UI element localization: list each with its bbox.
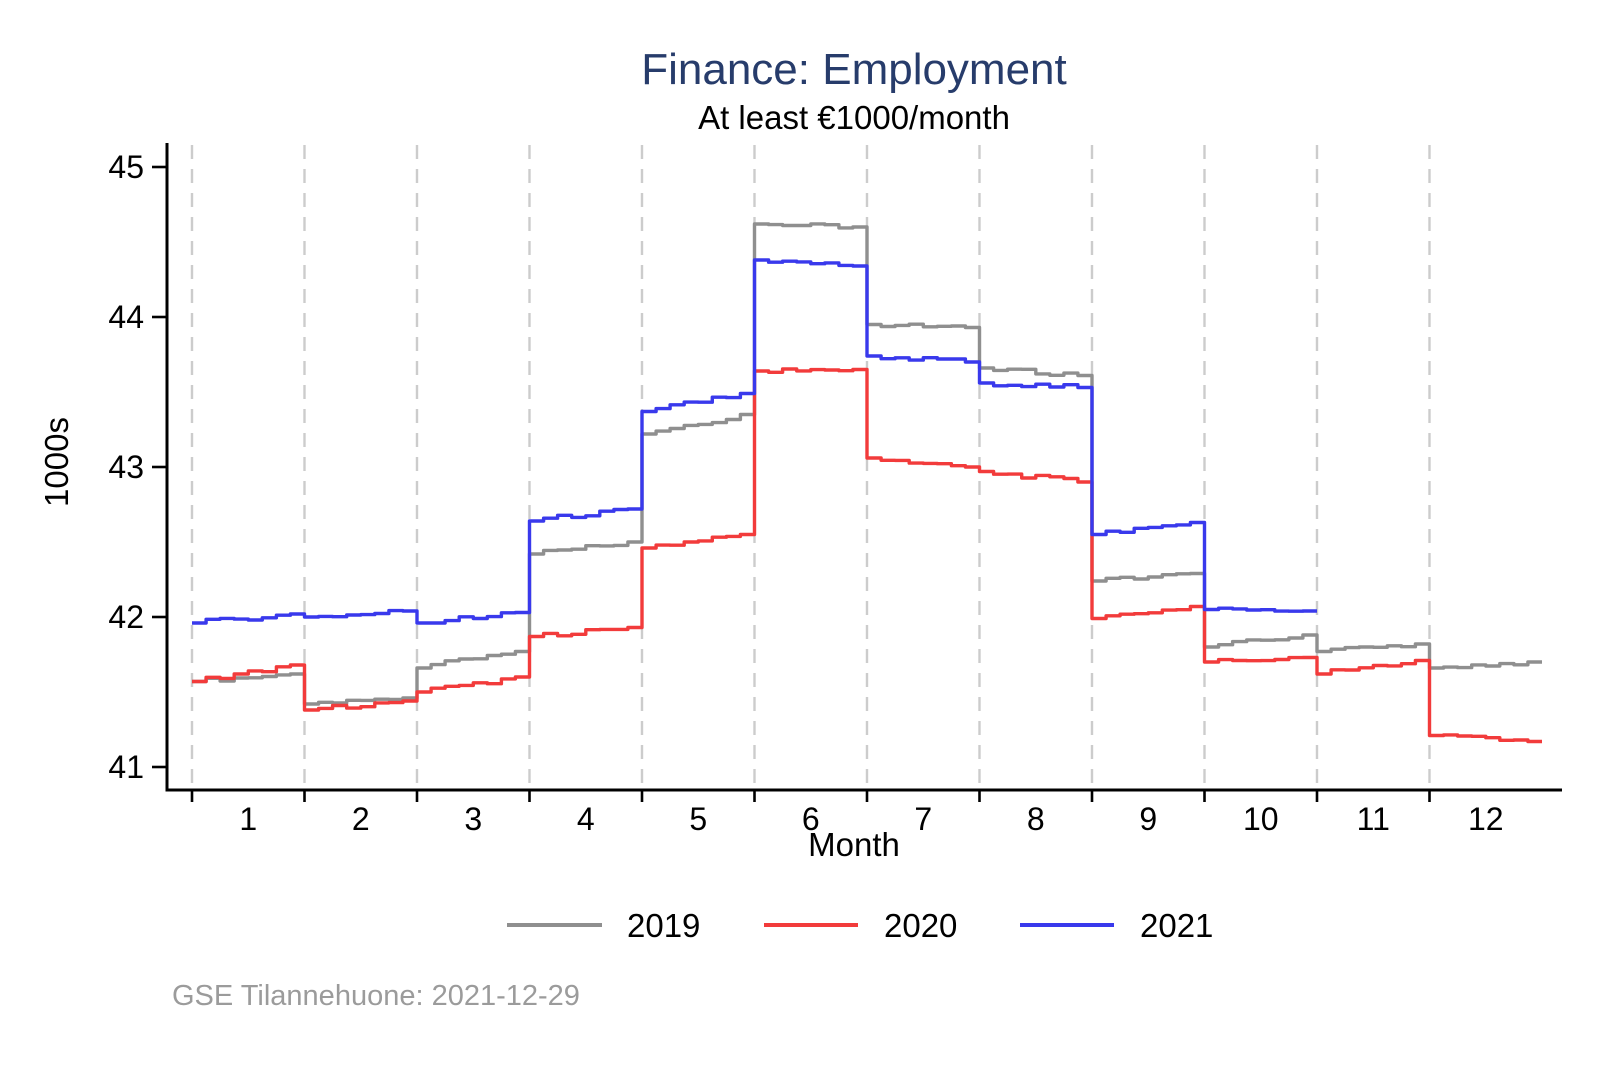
- chart-subtitle: At least €1000/month: [698, 99, 1010, 136]
- x-tick-label: 12: [1468, 801, 1504, 837]
- y-tick-label: 44: [108, 299, 144, 335]
- x-tick-label: 6: [802, 801, 820, 837]
- x-tick-label: 3: [464, 801, 482, 837]
- series-layer: [192, 222, 1542, 744]
- gridline-layer: [190, 145, 1431, 787]
- legend-label-2020: 2020: [884, 907, 957, 944]
- y-tick-label: 42: [108, 599, 144, 635]
- x-tick-label: 5: [689, 801, 707, 837]
- legend: 2019 2020 2021: [507, 907, 1213, 944]
- x-tick-label: 9: [1139, 801, 1157, 837]
- page-title: Finance: Employment: [641, 45, 1067, 94]
- y-tick-label: 45: [108, 149, 144, 185]
- x-axis-title: Month: [808, 826, 900, 863]
- legend-label-2019: 2019: [627, 907, 700, 944]
- y-tick-label: 41: [108, 749, 144, 785]
- x-tick-label: 2: [352, 801, 370, 837]
- x-tick-label: 7: [914, 801, 932, 837]
- x-tick-label: 11: [1357, 801, 1390, 837]
- x-tick-label: 8: [1027, 801, 1045, 837]
- source-note: GSE Tilannehuone: 2021-12-29: [172, 980, 580, 1012]
- x-tick-label: 1: [239, 801, 257, 837]
- series-line-2021: [192, 258, 1317, 625]
- legend-label-2021: 2021: [1140, 907, 1213, 944]
- y-axis-title: 1000s: [38, 417, 75, 507]
- x-tick-label: 10: [1243, 801, 1279, 837]
- y-tick-label: 43: [108, 449, 144, 485]
- x-tick-label: 4: [577, 801, 595, 837]
- series-line-2020: [192, 367, 1542, 744]
